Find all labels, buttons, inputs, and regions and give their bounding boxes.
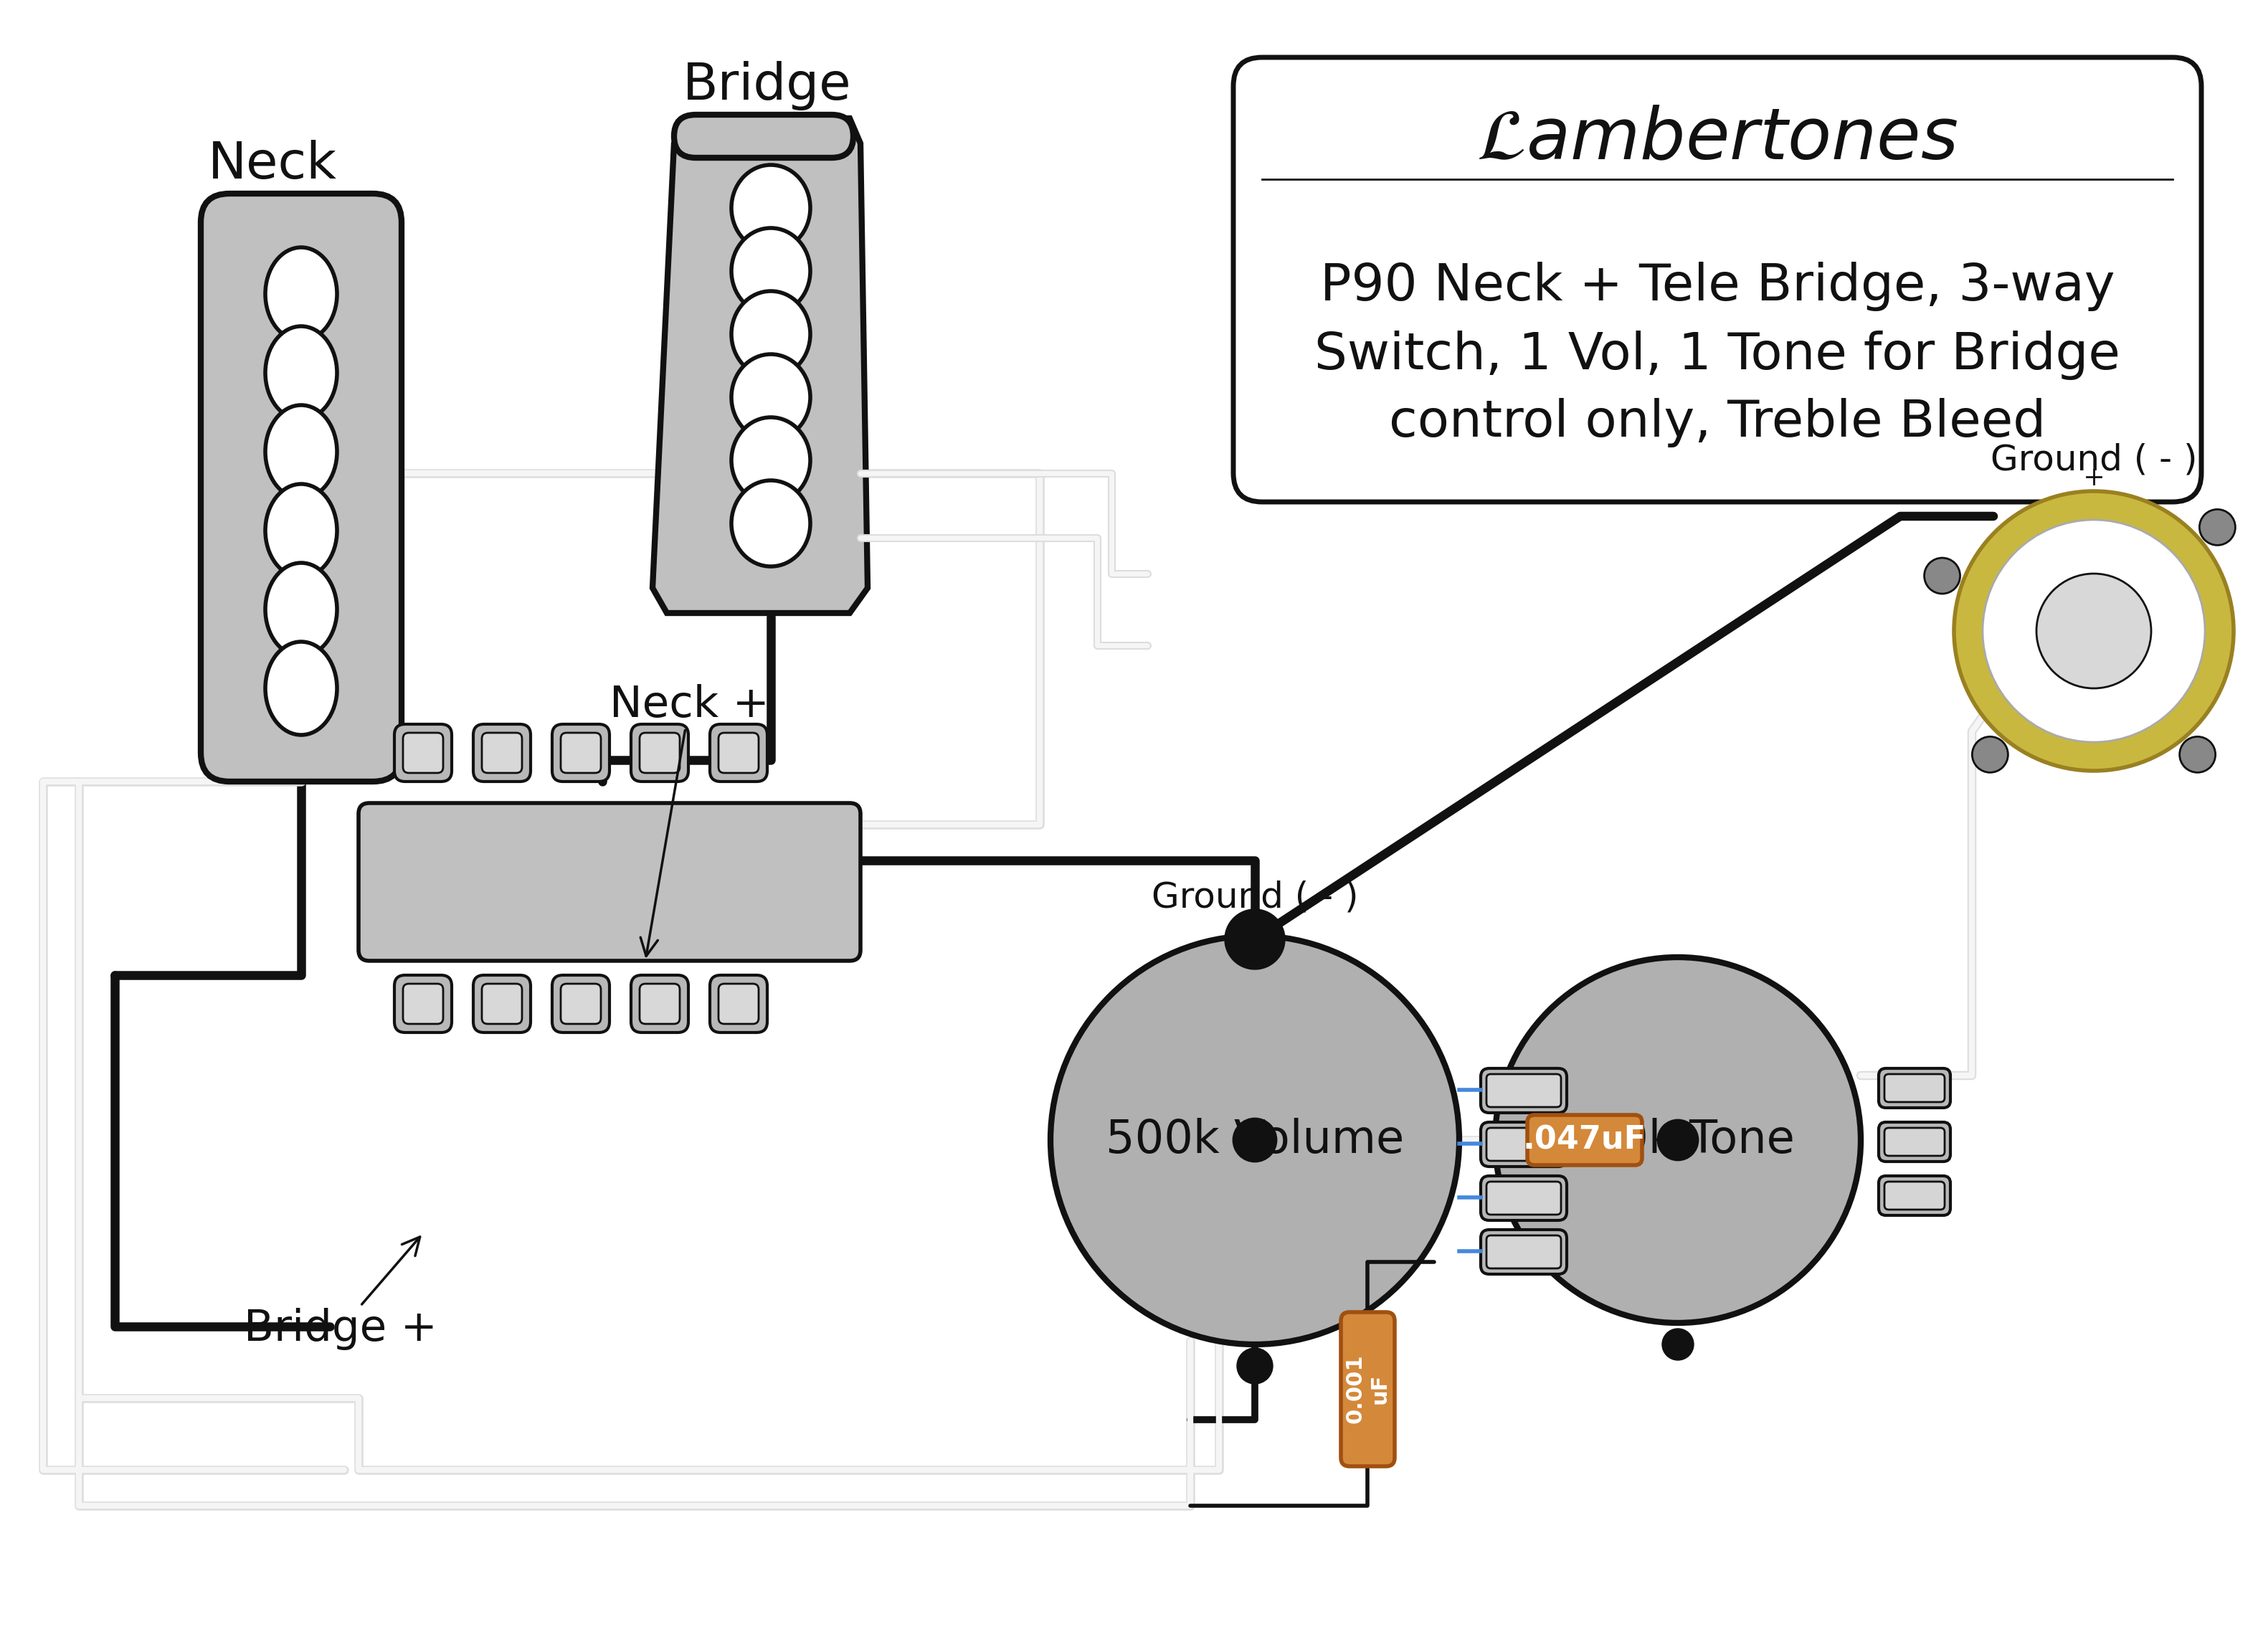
- Circle shape: [2199, 509, 2235, 545]
- FancyBboxPatch shape: [1486, 1128, 1560, 1161]
- Ellipse shape: [264, 641, 336, 735]
- FancyBboxPatch shape: [639, 733, 680, 773]
- Text: $\mathcal{L}$ambertones: $\mathcal{L}$ambertones: [1477, 106, 1958, 175]
- FancyBboxPatch shape: [630, 724, 689, 781]
- FancyBboxPatch shape: [553, 975, 610, 1032]
- FancyBboxPatch shape: [474, 724, 531, 781]
- FancyBboxPatch shape: [1481, 1229, 1567, 1274]
- FancyBboxPatch shape: [359, 803, 860, 961]
- FancyBboxPatch shape: [481, 983, 522, 1024]
- Ellipse shape: [732, 165, 811, 251]
- Circle shape: [1983, 520, 2206, 742]
- Text: 500k Volume: 500k Volume: [1106, 1118, 1404, 1163]
- Text: .047uF: .047uF: [1522, 1125, 1646, 1155]
- FancyBboxPatch shape: [1885, 1181, 1944, 1209]
- Text: Bridge +: Bridge +: [244, 1237, 438, 1350]
- Text: P90 Neck + Tele Bridge, 3-way: P90 Neck + Tele Bridge, 3-way: [1321, 263, 2116, 312]
- Ellipse shape: [732, 354, 811, 439]
- FancyBboxPatch shape: [709, 724, 768, 781]
- FancyBboxPatch shape: [560, 733, 601, 773]
- FancyBboxPatch shape: [474, 975, 531, 1032]
- Circle shape: [1953, 491, 2233, 771]
- Text: Ground ( - ): Ground ( - ): [1152, 881, 1359, 914]
- Circle shape: [2037, 573, 2152, 689]
- FancyBboxPatch shape: [718, 733, 759, 773]
- FancyBboxPatch shape: [1885, 1128, 1944, 1156]
- FancyBboxPatch shape: [553, 724, 610, 781]
- FancyBboxPatch shape: [1879, 1069, 1951, 1108]
- Circle shape: [1050, 935, 1459, 1345]
- FancyBboxPatch shape: [1526, 1115, 1642, 1165]
- FancyBboxPatch shape: [1486, 1236, 1560, 1269]
- FancyBboxPatch shape: [630, 975, 689, 1032]
- Circle shape: [1971, 737, 2007, 773]
- Text: Ground ( - ): Ground ( - ): [1989, 443, 2197, 477]
- FancyBboxPatch shape: [1885, 1074, 1944, 1102]
- Text: Switch, 1 Vol, 1 Tone for Bridge: Switch, 1 Vol, 1 Tone for Bridge: [1314, 330, 2120, 380]
- Circle shape: [1233, 1118, 1276, 1161]
- FancyBboxPatch shape: [1486, 1181, 1560, 1214]
- FancyBboxPatch shape: [1481, 1069, 1567, 1113]
- FancyBboxPatch shape: [402, 983, 443, 1024]
- FancyBboxPatch shape: [1879, 1176, 1951, 1216]
- Ellipse shape: [264, 405, 336, 499]
- Polygon shape: [653, 119, 867, 613]
- FancyBboxPatch shape: [1486, 1074, 1560, 1107]
- FancyBboxPatch shape: [402, 733, 443, 773]
- FancyBboxPatch shape: [395, 724, 452, 781]
- Text: Neck +: Neck +: [610, 684, 770, 957]
- Text: Neck: Neck: [208, 140, 336, 190]
- Circle shape: [1657, 1120, 1698, 1160]
- Circle shape: [1226, 910, 1283, 968]
- Ellipse shape: [264, 248, 336, 340]
- FancyBboxPatch shape: [718, 983, 759, 1024]
- Circle shape: [1226, 910, 1283, 968]
- FancyBboxPatch shape: [709, 975, 768, 1032]
- FancyBboxPatch shape: [395, 975, 452, 1032]
- Text: 250k Tone: 250k Tone: [1560, 1118, 1795, 1163]
- Circle shape: [1495, 957, 1861, 1323]
- FancyBboxPatch shape: [1233, 58, 2202, 502]
- FancyBboxPatch shape: [201, 193, 402, 781]
- Ellipse shape: [732, 481, 811, 567]
- FancyBboxPatch shape: [639, 983, 680, 1024]
- FancyBboxPatch shape: [1481, 1176, 1567, 1221]
- FancyBboxPatch shape: [1879, 1122, 1951, 1161]
- Ellipse shape: [264, 563, 336, 656]
- FancyBboxPatch shape: [1341, 1312, 1395, 1467]
- Text: control only, Treble Bleed: control only, Treble Bleed: [1389, 398, 2046, 448]
- Ellipse shape: [264, 484, 336, 577]
- FancyBboxPatch shape: [1481, 1122, 1567, 1166]
- Ellipse shape: [732, 418, 811, 504]
- Text: Bridge: Bridge: [682, 61, 851, 111]
- Circle shape: [1237, 1348, 1274, 1384]
- Ellipse shape: [732, 291, 811, 377]
- FancyBboxPatch shape: [481, 733, 522, 773]
- Ellipse shape: [264, 325, 336, 420]
- FancyBboxPatch shape: [675, 114, 854, 157]
- Text: 0.001
uF: 0.001 uF: [1346, 1355, 1391, 1424]
- Ellipse shape: [732, 228, 811, 314]
- Circle shape: [2179, 737, 2215, 773]
- FancyBboxPatch shape: [560, 983, 601, 1024]
- Circle shape: [1662, 1328, 1693, 1360]
- Circle shape: [1224, 909, 1285, 970]
- Circle shape: [1924, 558, 1960, 593]
